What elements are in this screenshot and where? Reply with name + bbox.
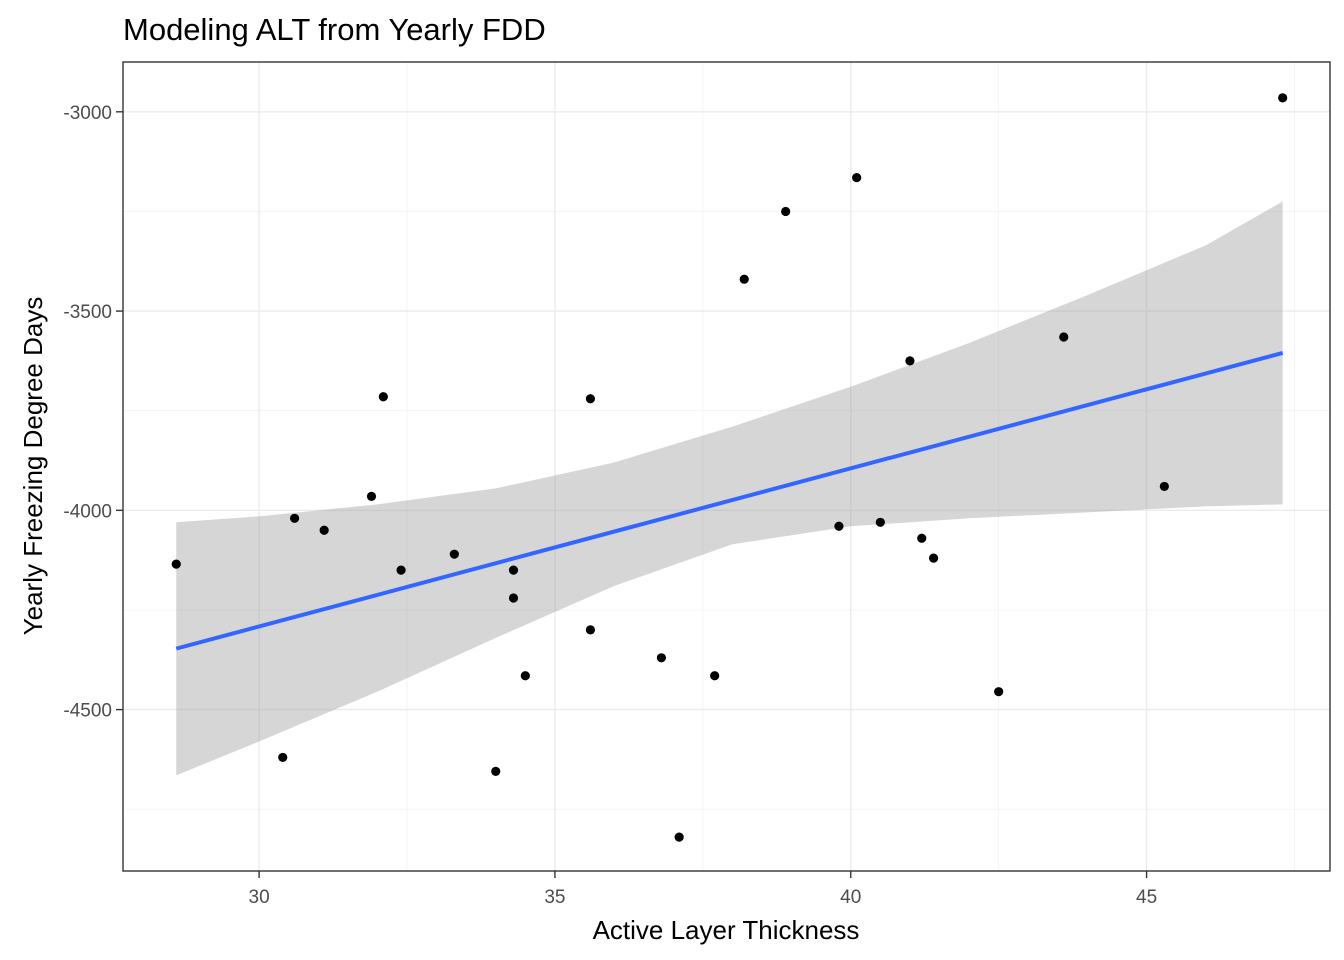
confidence-band-layer [176, 201, 1283, 776]
y-tick-label: -4500 [63, 701, 112, 722]
data-point [905, 356, 915, 366]
confidence-band [176, 201, 1283, 776]
data-point [449, 549, 459, 559]
data-point [396, 565, 406, 575]
fit-line-layer [175, 350, 1284, 651]
data-point [366, 491, 377, 501]
data-point [674, 832, 684, 842]
data-point [1059, 332, 1069, 342]
data-point [491, 766, 501, 776]
data-point [875, 517, 885, 527]
data-point [171, 559, 181, 569]
panel-border [122, 61, 1331, 872]
data-point [1159, 481, 1169, 492]
data-point [852, 172, 862, 183]
data-point [928, 553, 939, 563]
y-tick-label: -3500 [63, 302, 112, 323]
x-tick-label: 35 [544, 887, 565, 908]
data-point [289, 513, 300, 523]
data-point [1278, 93, 1288, 103]
y-axis-title: Yearly Freezing Degree Days [18, 297, 48, 636]
data-point [739, 274, 749, 284]
x-tick-label: 40 [840, 887, 861, 908]
data-point [508, 565, 519, 575]
data-point [520, 671, 530, 681]
data-point [917, 533, 927, 543]
points-layer [171, 93, 1288, 842]
x-tick-label: 30 [249, 887, 270, 908]
data-point [278, 752, 288, 763]
data-point [834, 521, 844, 531]
x-axis-title: Active Layer Thickness [593, 915, 860, 945]
x-tick-label: 45 [1136, 887, 1157, 908]
regression-line [175, 350, 1284, 651]
data-point [781, 206, 791, 217]
data-point [508, 593, 519, 603]
data-point [585, 625, 596, 635]
data-point [378, 392, 388, 402]
data-point [585, 394, 596, 404]
y-tick-label: -3000 [63, 103, 112, 124]
data-point [994, 687, 1004, 697]
data-point [656, 653, 667, 663]
ticks: 30 35 40 45 -3000 -3500 -4000 -4500 [63, 103, 1157, 908]
data-point [710, 671, 720, 681]
chart-title: Modeling ALT from Yearly FDD [123, 12, 546, 47]
data-point [319, 525, 329, 535]
y-tick-label: -4000 [63, 501, 112, 522]
